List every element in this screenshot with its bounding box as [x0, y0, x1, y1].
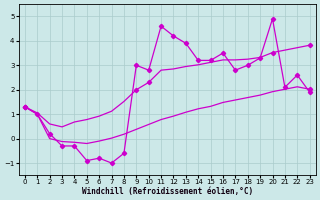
X-axis label: Windchill (Refroidissement éolien,°C): Windchill (Refroidissement éolien,°C): [82, 187, 253, 196]
